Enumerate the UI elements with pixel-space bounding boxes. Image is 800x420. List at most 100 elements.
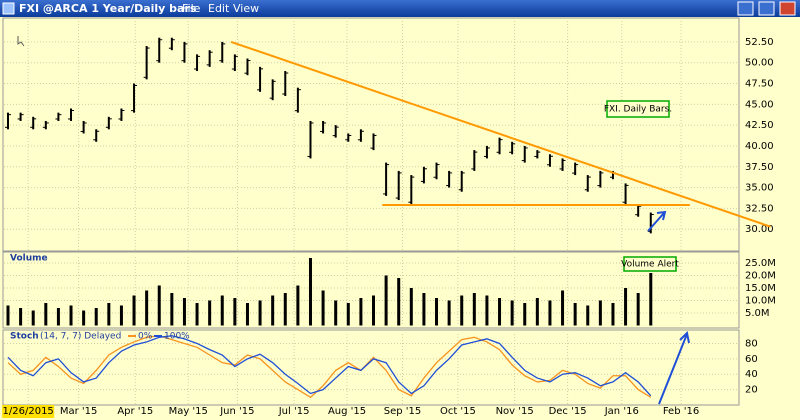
y-tick-label: 35.00 [745, 183, 774, 194]
volume-bar [82, 310, 86, 326]
annotation: Volume Alert [621, 260, 679, 270]
y-tick-label: 10.0M [745, 296, 776, 307]
maximize-button[interactable] [758, 1, 775, 16]
y-tick-label: 5.0M [745, 308, 770, 319]
volume-bar [422, 293, 426, 326]
volume-bar [535, 298, 539, 326]
menu-edit[interactable]: Edit [208, 2, 230, 15]
volume-bar [598, 300, 602, 326]
volume-bar [334, 300, 338, 326]
y-tick-label: 25.0M [745, 258, 776, 269]
menu-view[interactable]: View [233, 2, 259, 15]
panel-title: Stoch [10, 332, 39, 342]
volume-bar [271, 295, 275, 326]
stoch-line [7, 335, 652, 397]
volume-bar [447, 300, 451, 326]
volume-bar [44, 303, 48, 326]
volume-bar [624, 288, 628, 326]
x-tick-label: Oct '15 [440, 406, 476, 417]
volume-bar [586, 305, 590, 326]
y-tick-label: 80 [745, 338, 758, 349]
trendline [230, 40, 771, 228]
volume-bar [119, 305, 123, 326]
y-tick-label: 20.0M [745, 271, 776, 282]
y-tick-label: 20 [745, 385, 758, 396]
panel-subtitle: (14, 7, 7) Delayed [40, 332, 121, 342]
annotation-box [606, 100, 670, 118]
y-tick-label: 50.00 [745, 58, 774, 69]
x-tick-label: Aug '15 [328, 406, 366, 417]
volume-bar [523, 303, 527, 326]
volume-bar [220, 295, 224, 326]
y-tick-label: 32.50 [745, 203, 774, 214]
volume-bar [145, 290, 149, 326]
volume-bar [94, 308, 98, 326]
y-tick-label: 45.00 [745, 99, 774, 110]
menu-file[interactable]: File [182, 2, 201, 15]
volume-bar [69, 305, 73, 326]
volume-bar [561, 290, 565, 326]
volume-bar [548, 300, 552, 326]
volume-bar [372, 295, 375, 326]
minimize-button[interactable] [737, 1, 754, 16]
x-tick-label: Apr '15 [117, 406, 153, 417]
annotation-box [623, 256, 677, 272]
volume-bar [283, 293, 287, 326]
x-tick-label: Jun '15 [219, 406, 254, 417]
y-tick-label: 40 [745, 369, 758, 380]
volume-bar [485, 295, 489, 326]
volume-bar [233, 298, 237, 326]
y-tick-label: 60 [745, 354, 758, 365]
y-tick-label: 40.00 [745, 141, 774, 152]
volume-bar [611, 303, 615, 326]
volume-bar [258, 300, 262, 326]
arrow [658, 330, 690, 405]
title-bar [0, 0, 800, 17]
volume-bar [132, 295, 136, 326]
app-icon [2, 2, 15, 15]
x-tick-label: Nov '15 [496, 406, 534, 417]
x-tick-label: Dec '15 [549, 406, 587, 417]
y-tick-label: 52.50 [745, 37, 774, 48]
x-tick-label: Jan '16 [604, 406, 639, 417]
price-panel [2, 17, 740, 252]
volume-bar [6, 305, 10, 326]
volume-bar [472, 293, 476, 326]
legend-label: 0% [138, 332, 153, 342]
volume-panel [2, 251, 740, 329]
x-tick-label: May '15 [169, 406, 208, 417]
y-tick-label: 15.0M [745, 283, 776, 294]
volume-bar [649, 273, 653, 326]
volume-bar [409, 288, 413, 326]
volume-bar [498, 298, 502, 326]
volume-bar [157, 285, 161, 326]
arrow [647, 210, 667, 232]
volume-bar [384, 275, 388, 326]
volume-bar [346, 303, 350, 326]
x-tick-label: Feb '16 [663, 406, 699, 417]
stoch-line [7, 335, 652, 399]
close-button[interactable] [779, 1, 796, 16]
volume-bar [245, 303, 249, 326]
y-tick-label: 47.50 [745, 79, 774, 90]
y-tick-label: 30.00 [745, 224, 774, 235]
volume-bar [510, 300, 514, 326]
volume-bar [56, 308, 60, 326]
window-title: FXI @ARCA 1 Year/Daily bars [19, 2, 197, 15]
legend-label: 100% [164, 332, 190, 342]
volume-bar [296, 285, 300, 326]
volume-bar [19, 308, 23, 326]
volume-bar [359, 298, 363, 326]
volume-bar [31, 310, 35, 326]
volume-bar [397, 278, 401, 326]
x-tick-label: Sep '15 [384, 406, 422, 417]
volume-bar [321, 290, 325, 326]
volume-bar [636, 293, 640, 326]
y-tick-label: 37.50 [745, 162, 774, 173]
volume-bar [573, 303, 577, 326]
annotation: FXI. Daily Bars. [604, 105, 672, 115]
volume-bar [195, 303, 199, 326]
volume-bar [208, 300, 212, 326]
